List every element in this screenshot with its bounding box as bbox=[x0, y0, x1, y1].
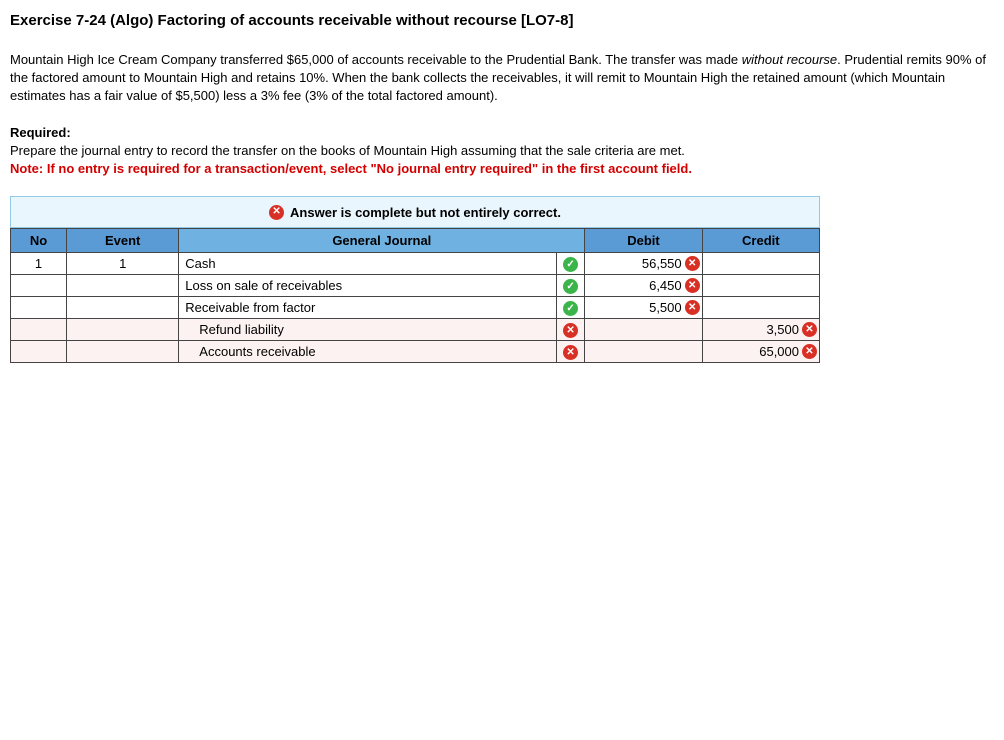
cell-event[interactable]: 1 bbox=[67, 253, 179, 275]
x-icon: ✕ bbox=[802, 322, 817, 337]
table-row: Loss on sale of receivables ✓ 6,450✕ bbox=[11, 275, 820, 297]
col-event: Event bbox=[67, 229, 179, 253]
debit-value: 56,550 bbox=[642, 256, 682, 271]
cell-no[interactable] bbox=[11, 275, 67, 297]
credit-cell[interactable]: 65,000✕ bbox=[702, 341, 819, 363]
col-credit: Credit bbox=[702, 229, 819, 253]
table-row: 11Cash✓56,550✕ bbox=[11, 253, 820, 275]
banner-text: Answer is complete but not entirely corr… bbox=[290, 205, 561, 220]
x-icon: ✕ bbox=[685, 300, 700, 315]
table-row: Refund liability✕3,500✕ bbox=[11, 319, 820, 341]
cell-no[interactable] bbox=[11, 341, 67, 363]
account-status: ✕ bbox=[556, 341, 585, 363]
cell-no[interactable] bbox=[11, 319, 67, 341]
required-text: Prepare the journal entry to record the … bbox=[10, 143, 685, 158]
credit-cell[interactable] bbox=[702, 275, 819, 297]
journal-table: No Event General Journal Debit Credit 11… bbox=[10, 228, 820, 363]
cell-event[interactable] bbox=[67, 319, 179, 341]
cell-event[interactable] bbox=[67, 297, 179, 319]
account-status: ✓ bbox=[556, 297, 585, 319]
check-icon: ✓ bbox=[563, 257, 578, 272]
required-label: Required: bbox=[10, 125, 71, 140]
col-general-journal: General Journal bbox=[179, 229, 585, 253]
account-status: ✓ bbox=[556, 253, 585, 275]
account-cell[interactable]: Cash bbox=[179, 253, 556, 275]
x-icon: ✕ bbox=[685, 278, 700, 293]
cell-no[interactable]: 1 bbox=[11, 253, 67, 275]
account-status: ✕ bbox=[556, 319, 585, 341]
account-cell[interactable]: Receivable from factor bbox=[179, 297, 556, 319]
exercise-title: Exercise 7-24 (Algo) Factoring of accoun… bbox=[10, 12, 994, 29]
account-status: ✓ bbox=[556, 275, 585, 297]
credit-cell[interactable] bbox=[702, 253, 819, 275]
x-icon: ✕ bbox=[563, 345, 578, 360]
table-header-row: No Event General Journal Debit Credit bbox=[11, 229, 820, 253]
account-cell[interactable]: Accounts receivable bbox=[179, 341, 556, 363]
required-note: Note: If no entry is required for a tran… bbox=[10, 161, 692, 176]
problem-paragraph: Mountain High Ice Cream Company transfer… bbox=[10, 51, 994, 106]
account-cell[interactable]: Loss on sale of receivables bbox=[179, 275, 556, 297]
x-icon: ✕ bbox=[802, 344, 817, 359]
cell-no[interactable] bbox=[11, 297, 67, 319]
problem-italic: without recourse bbox=[742, 52, 837, 67]
x-icon: ✕ bbox=[685, 256, 700, 271]
check-icon: ✓ bbox=[563, 279, 578, 294]
debit-cell[interactable]: 5,500✕ bbox=[585, 297, 702, 319]
problem-text-a: Mountain High Ice Cream Company transfer… bbox=[10, 52, 742, 67]
debit-cell[interactable]: 56,550✕ bbox=[585, 253, 702, 275]
credit-cell[interactable] bbox=[702, 297, 819, 319]
account-cell[interactable]: Refund liability bbox=[179, 319, 556, 341]
table-row: Receivable from factor ✓ 5,500✕ bbox=[11, 297, 820, 319]
x-icon: ✕ bbox=[563, 323, 578, 338]
debit-cell[interactable]: 6,450✕ bbox=[585, 275, 702, 297]
debit-cell[interactable] bbox=[585, 341, 702, 363]
col-debit: Debit bbox=[585, 229, 702, 253]
debit-cell[interactable] bbox=[585, 319, 702, 341]
required-block: Required: Prepare the journal entry to r… bbox=[10, 124, 994, 179]
credit-cell[interactable]: 3,500✕ bbox=[702, 319, 819, 341]
cell-event[interactable] bbox=[67, 275, 179, 297]
debit-value: 6,450 bbox=[649, 278, 682, 293]
col-no: No bbox=[11, 229, 67, 253]
debit-value: 5,500 bbox=[649, 300, 682, 315]
table-row: Accounts receivable✕65,000✕ bbox=[11, 341, 820, 363]
check-icon: ✓ bbox=[563, 301, 578, 316]
credit-value: 3,500 bbox=[766, 322, 799, 337]
cell-event[interactable] bbox=[67, 341, 179, 363]
credit-value: 65,000 bbox=[759, 344, 799, 359]
feedback-banner: ✕ Answer is complete but not entirely co… bbox=[10, 196, 820, 228]
x-icon: ✕ bbox=[269, 205, 284, 220]
